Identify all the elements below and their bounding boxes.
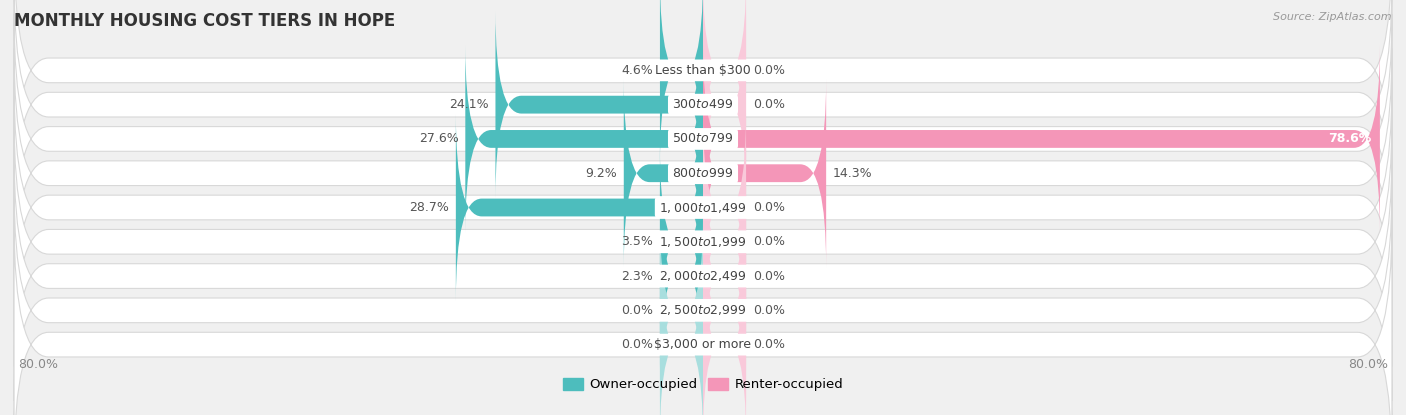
Text: 80.0%: 80.0% <box>1347 358 1388 371</box>
Text: 14.3%: 14.3% <box>832 167 873 180</box>
Text: $1,000 to $1,499: $1,000 to $1,499 <box>659 200 747 215</box>
Text: $300 to $499: $300 to $499 <box>672 98 734 111</box>
FancyBboxPatch shape <box>703 79 827 267</box>
FancyBboxPatch shape <box>14 0 1392 229</box>
Text: 0.0%: 0.0% <box>754 338 785 351</box>
FancyBboxPatch shape <box>659 148 703 336</box>
FancyBboxPatch shape <box>703 114 747 301</box>
Text: 0.0%: 0.0% <box>754 64 785 77</box>
FancyBboxPatch shape <box>659 182 703 370</box>
FancyBboxPatch shape <box>465 45 703 233</box>
Text: 27.6%: 27.6% <box>419 132 458 145</box>
FancyBboxPatch shape <box>703 182 747 370</box>
Text: $800 to $999: $800 to $999 <box>672 167 734 180</box>
Text: 0.0%: 0.0% <box>754 98 785 111</box>
Text: 9.2%: 9.2% <box>585 167 617 180</box>
FancyBboxPatch shape <box>14 0 1392 195</box>
Text: 0.0%: 0.0% <box>754 270 785 283</box>
Text: 24.1%: 24.1% <box>449 98 488 111</box>
Text: 0.0%: 0.0% <box>621 304 652 317</box>
FancyBboxPatch shape <box>14 186 1392 415</box>
Text: 0.0%: 0.0% <box>754 304 785 317</box>
FancyBboxPatch shape <box>14 220 1392 415</box>
FancyBboxPatch shape <box>659 251 703 415</box>
FancyBboxPatch shape <box>659 216 703 404</box>
Text: $2,500 to $2,999: $2,500 to $2,999 <box>659 303 747 317</box>
FancyBboxPatch shape <box>14 83 1392 332</box>
FancyBboxPatch shape <box>14 14 1392 264</box>
FancyBboxPatch shape <box>14 117 1392 366</box>
FancyBboxPatch shape <box>703 251 747 415</box>
FancyBboxPatch shape <box>703 216 747 404</box>
FancyBboxPatch shape <box>703 148 747 336</box>
Text: $3,000 or more: $3,000 or more <box>655 338 751 351</box>
FancyBboxPatch shape <box>703 11 747 199</box>
FancyBboxPatch shape <box>14 151 1392 401</box>
Text: MONTHLY HOUSING COST TIERS IN HOPE: MONTHLY HOUSING COST TIERS IN HOPE <box>14 12 395 30</box>
FancyBboxPatch shape <box>703 45 1379 233</box>
Text: $500 to $799: $500 to $799 <box>672 132 734 145</box>
Text: 28.7%: 28.7% <box>409 201 449 214</box>
Legend: Owner-occupied, Renter-occupied: Owner-occupied, Renter-occupied <box>558 373 848 396</box>
FancyBboxPatch shape <box>14 49 1392 298</box>
FancyBboxPatch shape <box>703 0 747 164</box>
FancyBboxPatch shape <box>456 114 703 301</box>
Text: 0.0%: 0.0% <box>621 338 652 351</box>
Text: 2.3%: 2.3% <box>621 270 652 283</box>
FancyBboxPatch shape <box>659 0 703 164</box>
Text: 4.6%: 4.6% <box>621 64 652 77</box>
Text: 80.0%: 80.0% <box>18 358 59 371</box>
Text: 3.5%: 3.5% <box>621 235 652 248</box>
Text: $2,000 to $2,499: $2,000 to $2,499 <box>659 269 747 283</box>
FancyBboxPatch shape <box>624 79 703 267</box>
Text: $1,500 to $1,999: $1,500 to $1,999 <box>659 235 747 249</box>
Text: Source: ZipAtlas.com: Source: ZipAtlas.com <box>1274 12 1392 22</box>
FancyBboxPatch shape <box>495 11 703 199</box>
Text: Less than $300: Less than $300 <box>655 64 751 77</box>
Text: 0.0%: 0.0% <box>754 235 785 248</box>
Text: 0.0%: 0.0% <box>754 201 785 214</box>
Text: 78.6%: 78.6% <box>1329 132 1371 145</box>
